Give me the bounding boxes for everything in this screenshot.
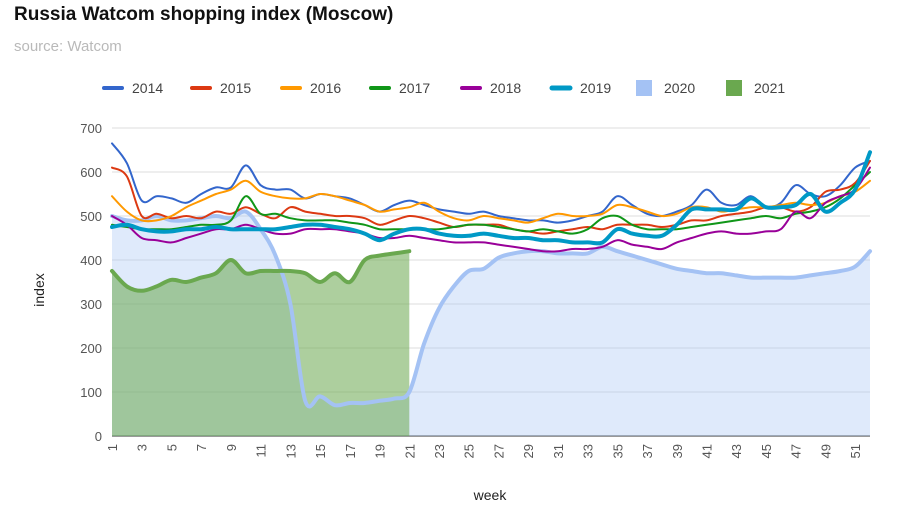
y-tick-label: 500 [80, 209, 102, 224]
y-axis-label: index [31, 273, 47, 306]
legend-label: 2016 [310, 80, 341, 96]
legend-item-2014[interactable]: 2014 [102, 80, 163, 96]
legend-item-2015[interactable]: 2015 [190, 80, 251, 96]
area-fill-2021 [112, 251, 410, 436]
x-tick-label: 27 [491, 444, 506, 458]
area-line-2020 [110, 209, 872, 409]
area-fill-2020 [112, 211, 870, 436]
x-tick-label: 5 [164, 444, 179, 451]
x-tick-label: 15 [313, 444, 328, 458]
legend-item-2019[interactable]: 2019 [549, 80, 611, 96]
y-tick-label: 0 [95, 429, 102, 444]
series-line-2014 [111, 142, 871, 224]
series-line-2015 [111, 160, 871, 235]
legend-item-2017[interactable]: 2017 [369, 80, 430, 96]
y-tick-label: 200 [80, 341, 102, 356]
line-series [110, 142, 872, 409]
y-tick-label: 100 [80, 385, 102, 400]
legend-label: 2014 [132, 80, 163, 96]
x-tick-label: 21 [402, 444, 417, 458]
legend-swatch [636, 80, 652, 96]
axes: 1 3 5 7 9 11 13 15 17 19 21 23 25 27 29 31 33 35 37 39 41 43 4… [105, 444, 863, 458]
x-tick-label: 31 [551, 444, 566, 458]
legend-label: 2019 [580, 80, 611, 96]
legend-item-2016[interactable]: 2016 [280, 80, 341, 96]
series-line-2019 [110, 150, 872, 246]
x-tick-label: 11 [254, 444, 269, 458]
chart-subtitle: source: Watcom [14, 38, 122, 55]
legend-label: 2020 [664, 80, 695, 96]
x-tick-label: 41 [700, 444, 715, 458]
legend-item-2021[interactable]: 2021 [726, 80, 785, 96]
chart-title: Russia Watcom shopping index (Moscow) [14, 4, 394, 25]
x-tick-label: 37 [640, 444, 655, 458]
legend-label: 2018 [490, 80, 521, 96]
series-line-2017 [111, 171, 871, 235]
x-tick-label: 47 [789, 444, 804, 458]
legend-item-2018[interactable]: 2018 [460, 80, 521, 96]
x-tick-label: 1 [105, 444, 120, 451]
legend-item-2020[interactable]: 2020 [636, 80, 695, 96]
legend-label: 2021 [754, 80, 785, 96]
x-tick-label: 51 [848, 444, 863, 458]
x-tick-label: 39 [670, 444, 685, 458]
area-line-2021 [110, 249, 412, 293]
x-tick-label: 35 [610, 444, 625, 458]
x-axis-label: week [473, 487, 508, 503]
legend-swatch [726, 80, 742, 96]
y-tick-label: 400 [80, 253, 102, 268]
series-line-2016 [111, 179, 871, 224]
legend: 2014 2015 2016 2017 2018 2019 2020 2021 [102, 80, 785, 96]
y-tick-label: 600 [80, 165, 102, 180]
x-tick-label: 33 [581, 444, 596, 458]
x-tick-label: 7 [194, 444, 209, 451]
area-series [112, 211, 870, 436]
x-tick-label: 9 [224, 444, 239, 451]
x-tick-label: 49 [818, 444, 833, 458]
y-tick-label: 700 [80, 121, 102, 136]
x-tick-label: 3 [135, 444, 150, 451]
legend-label: 2017 [399, 80, 430, 96]
x-tick-label: 45 [759, 444, 774, 458]
y-tick-label: 300 [80, 297, 102, 312]
series-line-2018 [111, 166, 871, 253]
x-tick-label: 25 [462, 444, 477, 458]
x-tick-label: 43 [729, 444, 744, 458]
legend-label: 2015 [220, 80, 251, 96]
x-tick-label: 19 [373, 444, 388, 458]
x-tick-label: 23 [432, 444, 447, 458]
x-tick-label: 17 [343, 444, 358, 458]
x-tick-label: 13 [283, 444, 298, 458]
x-tick-label: 29 [521, 444, 536, 458]
